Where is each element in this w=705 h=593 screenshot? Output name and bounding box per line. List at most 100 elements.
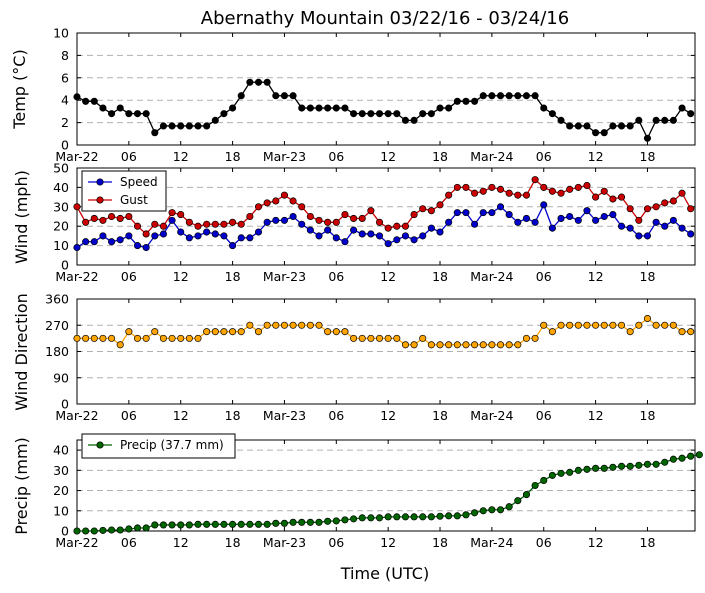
data-point: [367, 110, 375, 118]
data-point: [453, 183, 461, 191]
data-point: [410, 211, 418, 219]
data-point: [73, 527, 81, 535]
panel-precipitation: 0 10 20 30 40 Mar-22 06 12 18 Mar-23 06 12 18 Mar-24 0…: [12, 433, 703, 550]
x-tick-label: 18: [640, 149, 656, 164]
series-line-temp: [76, 81, 692, 140]
data-point: [142, 334, 150, 342]
data-point: [280, 321, 288, 329]
data-point: [531, 218, 539, 226]
data-point: [332, 104, 340, 112]
legend-marker: [96, 178, 104, 186]
data-point: [678, 104, 686, 112]
data-point: [229, 218, 237, 226]
data-point: [583, 207, 591, 215]
data-point: [669, 455, 677, 463]
x-tick-label: 06: [121, 269, 137, 284]
data-point: [531, 92, 539, 100]
data-point: [445, 341, 453, 349]
data-point: [185, 122, 193, 130]
data-point: [280, 92, 288, 100]
data-point: [427, 513, 435, 521]
data-point: [133, 222, 142, 230]
x-tick-label: 12: [588, 408, 604, 423]
data-point: [548, 110, 556, 118]
data-point: [540, 201, 548, 209]
data-point: [522, 214, 531, 222]
data-point: [108, 238, 116, 246]
data-point: [635, 116, 643, 124]
data-point: [324, 218, 332, 226]
data-point: [82, 218, 90, 226]
x-tick-label: 06: [536, 269, 552, 284]
data-point: [574, 122, 582, 130]
data-point: [574, 183, 582, 191]
x-tick-label: 18: [225, 535, 241, 550]
data-point: [566, 185, 574, 193]
data-point: [661, 199, 669, 207]
data-point: [194, 520, 202, 528]
data-point: [289, 212, 297, 221]
panel-wind: 0 10 20 30 40 50 Mar-22 06 12 18 Mar-23 06 12 18 Mar-2…: [12, 161, 696, 284]
data-point: [358, 110, 366, 118]
data-point: [263, 218, 271, 226]
data-point: [375, 334, 384, 342]
data-point: [133, 334, 142, 342]
data-point: [280, 519, 288, 527]
data-point: [583, 122, 591, 130]
data-point: [617, 321, 626, 329]
legend-marker: [96, 196, 104, 204]
data-point: [471, 189, 479, 197]
data-point: [159, 230, 167, 238]
x-tick-label: 12: [173, 149, 189, 164]
data-point: [211, 230, 219, 238]
data-point: [574, 321, 582, 329]
data-point: [185, 334, 193, 342]
data-point: [159, 222, 167, 230]
data-point: [315, 232, 323, 240]
data-point: [540, 321, 548, 329]
data-point: [635, 232, 643, 240]
data-point: [652, 116, 660, 124]
data-point: [298, 518, 306, 526]
data-point: [557, 469, 565, 477]
data-point: [367, 334, 375, 342]
data-point: [168, 521, 176, 529]
data-point: [393, 222, 401, 230]
data-point: [592, 216, 600, 224]
y-tick-label: 2: [61, 115, 69, 130]
data-point: [514, 218, 522, 226]
data-point: [177, 521, 185, 529]
legend-label: Gust: [120, 193, 148, 207]
data-point: [185, 521, 193, 529]
data-point: [419, 513, 427, 521]
data-point: [203, 328, 211, 336]
y-axis-label: Temp (°C): [10, 49, 29, 129]
data-point: [375, 110, 384, 118]
chart-title: Abernathy Mountain 03/22/16 - 03/24/16: [201, 8, 569, 29]
data-point: [298, 220, 306, 228]
data-point: [583, 465, 591, 473]
x-axis-label: Time (UTC): [340, 564, 429, 583]
data-point: [237, 328, 245, 336]
data-point: [358, 230, 366, 238]
y-tick-label: 10: [53, 503, 69, 518]
data-point: [617, 193, 626, 201]
y-tick-label: 270: [45, 318, 69, 333]
data-point: [168, 122, 176, 130]
data-point: [185, 234, 193, 242]
data-point: [453, 209, 461, 217]
y-tick-label: 8: [61, 48, 69, 63]
data-point: [220, 520, 228, 528]
data-point: [203, 122, 211, 130]
data-point: [427, 341, 435, 349]
panel-wind-direction: 0 90 180 270 360 Mar-22 06 12 18 Mar-23 06 12 18 Mar-…: [12, 292, 696, 423]
data-point: [289, 197, 297, 205]
data-point: [401, 116, 409, 124]
y-tick-label: 180: [45, 344, 69, 359]
data-point: [237, 220, 245, 228]
data-point: [566, 321, 574, 329]
data-point: [583, 321, 591, 329]
data-point: [635, 321, 643, 329]
data-point: [496, 203, 505, 211]
